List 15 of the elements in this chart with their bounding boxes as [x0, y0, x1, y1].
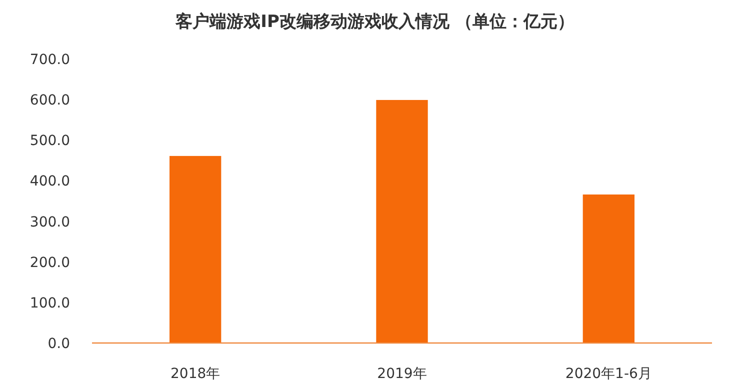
- x-tick-label: 2019年: [377, 366, 427, 382]
- y-tick-label: 300.0: [30, 214, 70, 230]
- y-tick-label: 400.0: [30, 174, 70, 190]
- y-tick-label: 0.0: [48, 336, 70, 352]
- y-tick-label: 100.0: [30, 295, 70, 312]
- y-tick-label: 500.0: [30, 133, 70, 150]
- y-tick-label: 700.0: [30, 52, 70, 68]
- bar: [582, 194, 634, 343]
- bar: [376, 100, 428, 343]
- x-tick-label: 2020年1-6月: [565, 366, 652, 382]
- y-tick-label: 200.0: [30, 254, 70, 271]
- x-tick-label: 2018年: [170, 366, 220, 382]
- chart-title: 客户端游戏IP改编移动游戏收入情况 （单位：亿元）: [174, 12, 574, 32]
- y-tick-label: 600.0: [30, 92, 70, 109]
- bar: [170, 156, 222, 343]
